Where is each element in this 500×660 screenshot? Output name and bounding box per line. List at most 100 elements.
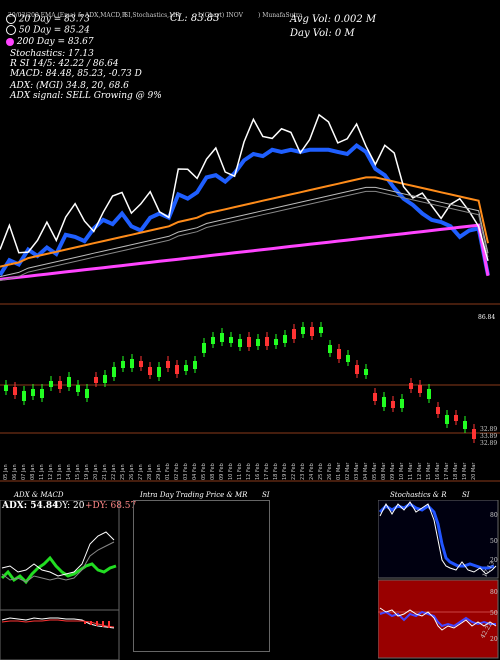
date-axis: 05 Jan 06 Jan 07 Jan 08 Jan 11 Jan 12 Jan 13 J… <box>3 462 477 480</box>
di-minus-value: -DY: 20 <box>52 501 85 511</box>
candle-body <box>184 365 188 371</box>
stoch-panel-si: SI <box>462 491 470 499</box>
legend-ma50: 50 Day = 85.24 <box>6 25 90 36</box>
stoch-tick-50: 50 <box>490 538 498 545</box>
macd-histogram-bar <box>96 621 98 626</box>
date-tick-label: 16 Mar <box>435 462 441 480</box>
candle-body <box>436 407 440 414</box>
candle-body <box>58 381 62 389</box>
date-tick-label: 19 Mar <box>462 462 468 480</box>
date-tick-label: 05 Feb <box>201 463 207 480</box>
candle-body <box>400 399 404 408</box>
date-tick-label: 09 Mar <box>390 462 396 480</box>
avg-volume: Avg Vol: 0.002 M <box>290 14 377 25</box>
adx-line <box>0 555 117 585</box>
intraday-panel-title: Intra Day Trading Price & MR <box>140 491 248 499</box>
date-tick-label: 25 Feb <box>318 463 324 480</box>
stoch-tick-20: 20 <box>490 557 498 564</box>
date-tick-label: 15 Mar <box>426 462 432 480</box>
candle-body <box>211 337 215 344</box>
date-tick-label: 16 Feb <box>255 463 261 480</box>
date-tick-label: 13 Jan <box>57 464 63 480</box>
legend-ma20-label: 20 Day = 83.73 <box>18 14 90 25</box>
date-tick-label: 09 Feb <box>219 463 225 480</box>
date-tick-label: 18 Mar <box>453 462 459 480</box>
candlestick-panel <box>0 322 500 482</box>
candle-body <box>85 389 89 398</box>
ma50-line <box>0 176 489 268</box>
intraday-panel-si: SI <box>262 491 270 499</box>
stoch-rsi-panel <box>378 500 499 659</box>
candle-body <box>31 389 35 396</box>
date-tick-label: 18 Feb <box>273 463 279 480</box>
date-tick-label: 05 Mar <box>372 462 378 480</box>
date-tick-label: 24 Feb <box>309 463 315 480</box>
date-tick-label: 28 Jan <box>147 464 153 480</box>
candle-body <box>148 367 152 375</box>
date-tick-label: 05 Jan <box>3 464 9 480</box>
candle-body <box>229 337 233 343</box>
header-line: 20/03/200 EMA (Ema) & ADX,MACD,R <box>8 12 127 19</box>
legend-swatch <box>6 25 16 35</box>
legend-swatch <box>6 37 14 46</box>
rsi-tick-20: 20 <box>490 636 498 643</box>
date-tick-label: 19 Jan <box>84 464 90 480</box>
date-tick-label: 20 Mar <box>471 462 477 480</box>
macd-histogram-bar <box>84 621 86 624</box>
stochastic-k-line <box>379 501 497 575</box>
candle-body <box>283 335 287 343</box>
date-tick-label: 08 Feb <box>210 463 216 480</box>
date-tick-label: 10 Feb <box>228 463 234 480</box>
date-tick-label: 21 Jan <box>102 464 108 480</box>
candle-body <box>373 393 377 401</box>
mrsi-line <box>379 607 497 631</box>
date-tick-label: 08 Jan <box>30 464 36 480</box>
legend-ma200-label: 200 Day = 83.67 <box>16 37 94 47</box>
candle-body <box>121 361 125 368</box>
candle-body <box>103 375 107 383</box>
legend-swatch <box>6 14 16 24</box>
candle-body <box>49 381 53 387</box>
day-volume: Day Vol: 0 M <box>290 28 355 39</box>
date-tick-label: 27 Jan <box>138 464 144 480</box>
header-line-d: ) MunafaSutra <box>258 12 303 19</box>
stoch-tick-80: 80 <box>490 512 498 519</box>
stochastics-text: Stochastics: 17.13 <box>10 49 94 59</box>
date-tick-label: 14 Jan <box>66 464 72 480</box>
low-label-3: 32.89 <box>480 440 498 447</box>
candle-body <box>427 389 431 399</box>
header-line-c: I (Chart) INOV <box>198 12 243 19</box>
candle-body <box>292 329 296 339</box>
date-tick-label: 23 Feb <box>300 463 306 480</box>
macd-histogram-bar <box>90 621 92 625</box>
legend-ma200: 200 Day = 83.67 <box>6 37 94 47</box>
date-tick-label: 17 Mar <box>444 462 450 480</box>
price-line <box>0 113 489 261</box>
candle-body <box>319 327 323 333</box>
minus-di-line <box>1 541 115 583</box>
date-tick-label: 04 Feb <box>192 463 198 480</box>
candle-body <box>328 345 332 353</box>
candle-body <box>112 367 116 377</box>
rsi-text: R SI 14/5: 42.22 / 86.64 <box>10 59 119 69</box>
close-price: CL: 83.83 <box>170 13 220 24</box>
macd-histogram-bar <box>108 621 110 628</box>
candle-body <box>238 339 242 347</box>
date-tick-label: 02 Mar <box>345 462 351 480</box>
rsi-tick-50: 50 <box>490 610 498 617</box>
date-tick-label: 12 Feb <box>246 463 252 480</box>
date-tick-label: 22 Feb <box>291 463 297 480</box>
ma20-line <box>0 142 490 277</box>
candle-body <box>193 361 197 369</box>
candle-body <box>418 385 422 393</box>
candle-body <box>346 355 350 362</box>
candle-body <box>382 397 386 407</box>
adx-macd-panel <box>0 500 120 660</box>
date-tick-label: 17 Feb <box>264 463 270 480</box>
candle-body <box>310 327 314 336</box>
plus-di-line <box>1 531 115 577</box>
date-tick-label: 26 Jan <box>129 464 135 480</box>
date-tick-label: 12 Mar <box>417 462 423 480</box>
date-tick-label: 03 Mar <box>354 462 360 480</box>
envelope-line <box>0 190 489 282</box>
